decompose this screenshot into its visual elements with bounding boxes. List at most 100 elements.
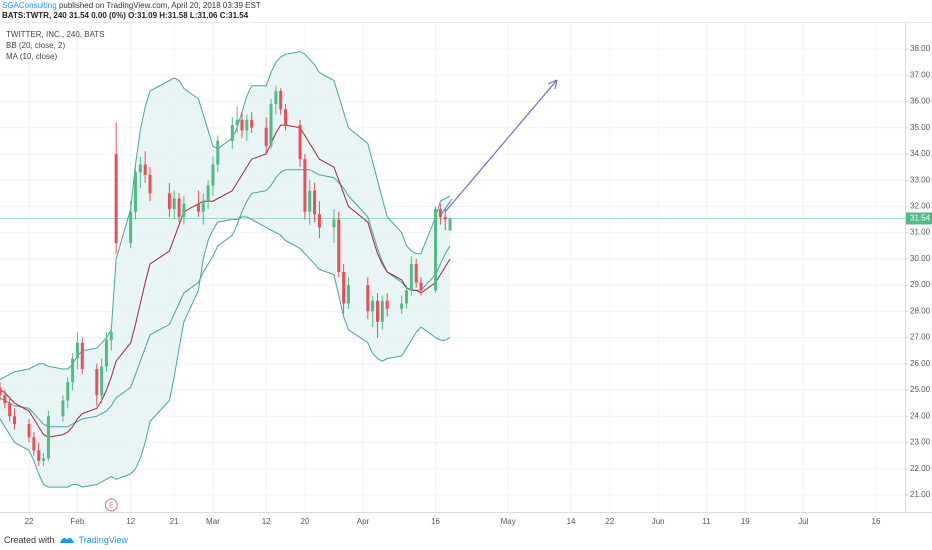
candle-body	[138, 164, 142, 173]
candle-body	[448, 218, 452, 231]
band-fill	[0, 51, 451, 488]
candle-body	[216, 140, 220, 165]
x-tick-label: May	[501, 517, 516, 526]
quote: BATS:TWTR, 240 31.54 0.00 (0%) O:31.09 H…	[2, 11, 249, 20]
legend-entry: BB (20, close, 2)	[6, 41, 65, 50]
candle-body	[0, 387, 2, 396]
candle-body	[380, 300, 384, 322]
x-tick-label: 21	[170, 517, 179, 526]
y-tick-label: 36.00	[910, 97, 931, 106]
y-tick-label: 23.00	[910, 438, 931, 447]
candle-body	[3, 395, 7, 404]
candle-body	[269, 104, 273, 147]
candle-body	[313, 190, 317, 215]
x-tick-label: 12	[126, 517, 135, 526]
candle-body	[8, 403, 12, 417]
y-tick-label: 33.00	[910, 175, 931, 184]
legend-title: TWITTER, INC., 240, BATS	[6, 30, 105, 39]
candle-body	[211, 164, 215, 186]
candle-body	[284, 109, 288, 126]
candle-body	[409, 264, 413, 291]
y-tick-label: 27.00	[910, 333, 931, 342]
candle-body	[317, 214, 321, 228]
x-tick-label: Jun	[652, 517, 665, 526]
y-tick-label: 26.00	[910, 359, 931, 368]
candle-body	[177, 198, 181, 217]
brand-logo	[59, 538, 74, 543]
header-row: SGAConsulting published on TradingView.c…	[2, 1, 261, 11]
y-tick-label: 25.00	[910, 385, 931, 394]
ma-line	[0, 124, 451, 438]
candle-body	[167, 193, 171, 210]
y-tick-label: 37.00	[910, 70, 931, 79]
small-arrow	[439, 198, 453, 217]
candle-body	[75, 342, 79, 359]
trend-arrow	[444, 79, 558, 213]
candle-body	[80, 342, 84, 370]
candle-body	[71, 358, 75, 383]
candle-body	[332, 219, 336, 228]
candle-body	[104, 340, 108, 367]
candle-body	[342, 271, 346, 304]
y-tick-label: 32.00	[910, 202, 931, 211]
x-tick-label: 22	[25, 517, 34, 526]
x-tick-label: 20	[300, 517, 309, 526]
candle-body	[245, 119, 249, 131]
candle-body	[375, 300, 379, 322]
candle-body	[172, 198, 176, 210]
candle-body	[46, 416, 50, 459]
y-tick-label: 29.00	[910, 280, 931, 289]
candle-body	[274, 90, 278, 105]
candle-body	[201, 201, 205, 212]
brand[interactable]: TradingView	[78, 535, 129, 545]
candle-body	[346, 285, 350, 304]
candle-body	[42, 458, 46, 461]
author[interactable]: SGAConsulting	[2, 1, 57, 10]
candle-body	[196, 203, 200, 212]
bb-basis	[0, 169, 451, 428]
candle-body	[264, 127, 268, 147]
candle-body	[61, 400, 65, 417]
candle-body	[148, 174, 152, 194]
candle-body	[434, 209, 438, 291]
candle-body	[240, 119, 244, 131]
candle-body	[32, 437, 36, 451]
earnings-marker	[104, 498, 118, 512]
candle-body	[366, 285, 370, 312]
candle-body	[298, 125, 302, 160]
candle-body	[95, 369, 99, 396]
x-tick-label: 16	[872, 517, 881, 526]
y-tick-label: 31.00	[910, 228, 931, 237]
trend-arrow-head	[547, 79, 558, 90]
candle-body	[134, 172, 138, 212]
candle-body	[303, 159, 307, 212]
x-tick-label: Apr	[357, 517, 370, 526]
y-tick-label: 34.00	[910, 149, 931, 158]
candle-body	[129, 211, 133, 244]
candle-body	[371, 300, 375, 312]
candle-body	[414, 264, 418, 283]
candle-body	[400, 303, 404, 309]
x-tick-label: 22	[605, 517, 614, 526]
header: SGAConsulting published on TradingView.c…	[2, 1, 261, 21]
candle-body	[419, 282, 423, 291]
candle-body	[279, 90, 283, 110]
candle-body	[114, 153, 118, 244]
candle-body	[235, 119, 239, 126]
candle-body	[438, 209, 442, 217]
candle-body	[143, 164, 147, 175]
candle-body	[109, 332, 113, 341]
y-tick-label: 38.00	[910, 44, 931, 53]
candle-body	[37, 450, 41, 461]
candle-body	[27, 424, 31, 438]
candle-body	[250, 119, 254, 128]
candle-body	[66, 382, 70, 401]
candle-body	[443, 216, 447, 220]
candle-body	[405, 290, 409, 304]
candle-body	[385, 300, 389, 309]
y-tick-label: 21.00	[910, 490, 931, 499]
y-tick-label: 24.00	[910, 411, 931, 420]
x-tick-label: 11	[702, 517, 711, 526]
candle-body	[182, 203, 186, 217]
